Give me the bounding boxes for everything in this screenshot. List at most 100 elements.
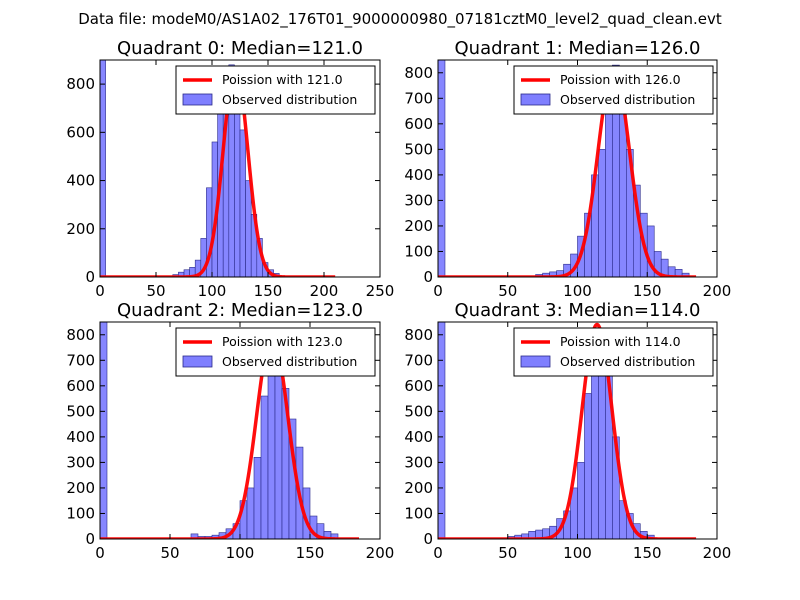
panel-title: Quadrant 3: Median=114.0	[455, 300, 701, 321]
histogram-bar	[100, 322, 108, 539]
histogram-bar	[577, 462, 585, 539]
legend: Poission with 121.0 Observed distribution	[175, 65, 376, 115]
y-tick-label: 400	[66, 428, 95, 446]
x-tick-label: 250	[366, 282, 395, 300]
poisson-curve	[100, 333, 361, 539]
y-tick-label: 500	[404, 140, 433, 158]
legend-bar-swatch	[520, 93, 551, 106]
x-tick-label: 150	[633, 282, 662, 300]
histogram-bar	[246, 487, 255, 539]
panel-title: Quadrant 0: Median=121.0	[117, 38, 363, 59]
y-tick-label: 700	[404, 351, 433, 369]
legend-bar-swatch	[182, 355, 213, 368]
y-tick-label: 300	[404, 191, 433, 209]
x-tick-label: 50	[498, 544, 517, 562]
histogram-bar	[260, 395, 269, 539]
y-tick-label: 400	[404, 166, 433, 184]
y-tick-label: 500	[404, 402, 433, 420]
y-tick-label: 400	[404, 428, 433, 446]
x-tick-label: 0	[95, 544, 105, 562]
legend-box	[513, 65, 714, 115]
y-tick-label: 200	[404, 479, 433, 497]
x-tick-label: 50	[146, 282, 165, 300]
y-tick-label: 800	[66, 326, 95, 344]
y-tick-label: 600	[66, 123, 95, 141]
y-tick-label: 400	[66, 172, 95, 190]
legend-poisson-label: Poission with 114.0	[560, 334, 681, 349]
panel-title: Quadrant 2: Median=123.0	[117, 300, 363, 321]
histogram-bar	[584, 393, 592, 539]
histogram-bar	[598, 149, 606, 277]
plot-area	[100, 322, 361, 539]
x-tick-label: 200	[366, 544, 395, 562]
x-tick-label: 200	[703, 282, 732, 300]
legend-observed-label: Observed distribution	[560, 92, 695, 107]
histogram-bar	[681, 272, 690, 277]
x-tick-label: 200	[703, 544, 732, 562]
figure-title: Data file: modeM0/AS1A02_176T01_90000009…	[78, 10, 722, 29]
poisson-curve	[438, 65, 698, 277]
plot-area	[438, 60, 698, 277]
legend: Poission with 123.0 Observed distribution	[175, 327, 376, 377]
legend-box	[513, 327, 714, 377]
y-tick-label: 300	[66, 453, 95, 471]
legend-box	[175, 65, 376, 115]
y-tick-label: 0	[423, 268, 433, 286]
y-tick-label: 700	[404, 89, 433, 107]
plot-area	[438, 322, 698, 539]
legend-poisson-label: Poission with 121.0	[222, 72, 343, 87]
histogram-bar	[619, 113, 627, 277]
y-tick-label: 100	[404, 504, 433, 522]
histogram-bar	[605, 87, 613, 277]
y-tick-label: 0	[85, 268, 95, 286]
x-tick-label: 150	[296, 544, 325, 562]
axes-frame	[99, 59, 381, 278]
legend-poisson-label: Poission with 126.0	[560, 72, 681, 87]
y-tick-label: 200	[66, 220, 95, 238]
histogram-bar	[591, 375, 599, 539]
panel-title: Quadrant 1: Median=126.0	[455, 38, 701, 59]
poisson-curve	[100, 65, 337, 277]
legend-box	[175, 327, 376, 377]
y-tick-label: 800	[404, 326, 433, 344]
y-tick-label: 600	[66, 377, 95, 395]
legend-poisson-label: Poission with 123.0	[222, 334, 343, 349]
x-tick-label: 100	[563, 544, 592, 562]
legend-observed-label: Observed distribution	[222, 354, 357, 369]
panel-3: 0 50 100 150 200 0 100 200 300 400 500 600 700 800 Qua…	[404, 300, 731, 562]
x-tick-label: 200	[310, 282, 339, 300]
y-tick-label: 500	[66, 402, 95, 420]
y-tick-label: 800	[66, 75, 95, 93]
panels: 0 50 100 150 200 250 0 200 400 600 800 Quadrant 0: …	[66, 38, 731, 562]
legend-bar-swatch	[520, 355, 551, 368]
histogram-bar	[438, 322, 446, 539]
x-tick-label: 100	[226, 544, 255, 562]
legend: Poission with 114.0 Observed distribution	[513, 327, 714, 377]
x-tick-label: 150	[254, 282, 283, 300]
x-tick-label: 50	[160, 544, 179, 562]
y-tick-label: 0	[85, 530, 95, 548]
x-tick-label: 100	[198, 282, 227, 300]
legend-bar-swatch	[182, 93, 213, 106]
histogram-bar	[245, 180, 252, 277]
x-tick-label: 150	[633, 544, 662, 562]
y-tick-label: 100	[404, 242, 433, 260]
x-tick-label: 0	[95, 282, 105, 300]
histogram-bar	[239, 129, 246, 277]
x-tick-label: 50	[498, 282, 517, 300]
histogram-bar	[100, 60, 106, 277]
panel-0: 0 50 100 150 200 250 0 200 400 600 800 Quadrant 0: …	[66, 38, 394, 300]
y-tick-label: 300	[404, 453, 433, 471]
histogram-bar	[274, 359, 283, 539]
panel-1: 0 50 100 150 200 0 100 200 300 400 500 600 700 800 Qua…	[404, 38, 731, 300]
y-tick-label: 200	[404, 217, 433, 235]
legend-observed-label: Observed distribution	[222, 92, 357, 107]
legend-observed-label: Observed distribution	[560, 354, 695, 369]
y-tick-label: 600	[404, 377, 433, 395]
y-tick-label: 700	[66, 351, 95, 369]
plot-area	[100, 60, 337, 277]
legend: Poission with 126.0 Observed distribution	[513, 65, 714, 115]
y-tick-label: 800	[404, 64, 433, 82]
panel-2: 0 50 100 150 200 0 100 200 300 400 500 600 700 800 Qua…	[66, 300, 394, 562]
